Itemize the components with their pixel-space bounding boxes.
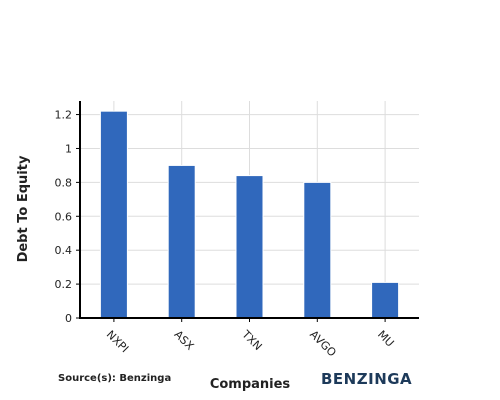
bar-avgo <box>303 181 332 319</box>
y-tick-label: 0.2 <box>55 278 73 291</box>
benzinga-logo: BENZINGA <box>321 370 412 388</box>
x-tick-label: ASX <box>172 328 197 353</box>
bar-nxpi <box>99 110 128 319</box>
x-axis-title: Companies <box>210 377 291 392</box>
x-tick-label: MU <box>375 328 397 350</box>
y-tick-label: 0.4 <box>55 244 73 257</box>
y-axis-title: Debt To Equity <box>16 155 31 262</box>
y-tick-label: 0.6 <box>55 210 73 223</box>
bar-mu <box>371 281 400 319</box>
bar-asx <box>167 164 196 319</box>
bars <box>99 110 400 319</box>
y-tick-label: 1.2 <box>55 109 73 122</box>
source-note: Source(s): Benzinga <box>58 373 171 384</box>
y-tick-label: 0 <box>65 312 72 325</box>
y-tick-label: 0.8 <box>55 176 73 189</box>
x-tick-labels: NXPI ASX TXN AVGO MU <box>104 318 397 360</box>
x-tick-label: TXN <box>239 327 265 353</box>
y-tick-labels: 0 0.2 0.4 0.6 0.8 1 1.2 <box>55 109 80 325</box>
y-tick-label: 1 <box>65 142 72 155</box>
bar-txn <box>235 175 264 319</box>
x-tick-label: NXPI <box>104 328 131 355</box>
x-tick-label: AVGO <box>307 328 339 360</box>
